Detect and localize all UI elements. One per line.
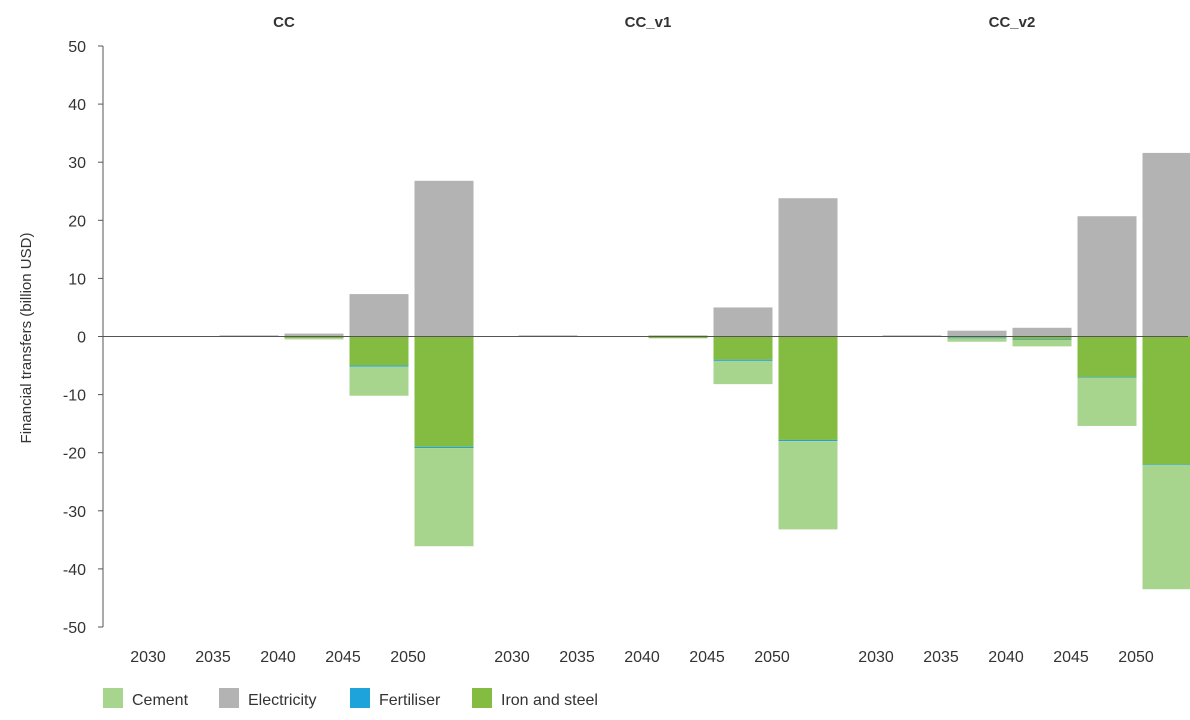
bar-segment-electricity <box>349 294 409 337</box>
y-tick-label: -20 <box>63 446 86 463</box>
bar-segment-iron-and-steel <box>284 336 344 339</box>
bar-segment-cement <box>713 360 773 385</box>
bar-segment-fertiliser <box>947 337 1007 339</box>
bar-segment-cement <box>414 448 474 547</box>
panel-title: CC_v2 <box>989 14 1036 31</box>
x-tick-label: 2030 <box>858 649 894 666</box>
x-tick-label: 2035 <box>923 649 959 666</box>
panel-title: CC <box>273 14 295 31</box>
bar-segment-electricity <box>414 180 474 337</box>
bar-segment-fertiliser <box>1142 464 1190 466</box>
bar-segment-electricity <box>284 333 344 337</box>
y-tick-label: 40 <box>68 97 86 114</box>
x-tick-label: 2040 <box>624 649 660 666</box>
bar-segment-fertiliser <box>414 446 474 449</box>
panel-titles: CC CC_v1 CC_v2 <box>273 14 1035 31</box>
x-tick-label: 2050 <box>754 649 790 666</box>
bar-segment-electricity <box>778 198 838 337</box>
x-tick-label: 2045 <box>689 649 725 666</box>
bar-segment-cement <box>1012 339 1072 347</box>
y-tick-label: -30 <box>63 504 86 521</box>
bars <box>219 152 1190 590</box>
bar-segment-electricity <box>648 335 708 337</box>
y-tick-label: -40 <box>63 562 86 579</box>
x-tick-label: 2030 <box>130 649 166 666</box>
bar-segment-cement <box>1142 464 1190 590</box>
x-tick-label: 2045 <box>1053 649 1089 666</box>
bar-segment-electricity <box>1142 152 1190 337</box>
bar-segment-electricity <box>947 330 1007 337</box>
y-axis: 50 40 30 20 10 0 -10 -20 -30 -40 -50 <box>63 39 104 637</box>
bar-segment-fertiliser <box>1077 377 1137 378</box>
x-axis: 2030 2035 2040 2045 2050 2030 2035 2040 2045 2050… <box>130 649 1154 666</box>
bar-segment-electricity <box>518 335 578 337</box>
bar-segment-electricity <box>1077 216 1137 337</box>
bar-segment-iron-and-steel <box>947 336 1007 338</box>
legend-swatch <box>219 688 239 708</box>
legend-label: Electricity <box>248 692 316 709</box>
bar-segment-electricity <box>219 335 279 337</box>
y-tick-label: 0 <box>77 330 86 347</box>
x-tick-label: 2040 <box>988 649 1024 666</box>
legend: Cement Electricity Fertiliser Iron and stee… <box>103 688 598 709</box>
x-tick-label: 2035 <box>559 649 595 666</box>
bar-segment-fertiliser <box>713 359 773 361</box>
bar-segment-iron-and-steel <box>778 336 838 440</box>
bar-segment-fertiliser <box>1012 339 1072 341</box>
x-tick-label: 2045 <box>325 649 361 666</box>
bar-segment-cement <box>284 338 344 340</box>
bar-segment-iron-and-steel <box>349 336 409 366</box>
y-tick-label: -10 <box>63 388 86 405</box>
bar-segment-cement <box>1077 377 1137 426</box>
legend-swatch <box>103 688 123 708</box>
x-tick-label: 2030 <box>494 649 530 666</box>
legend-swatch <box>350 688 370 708</box>
bar-segment-iron-and-steel <box>648 336 708 339</box>
bar-segment-electricity <box>882 335 942 337</box>
bar-segment-fertiliser <box>349 365 409 367</box>
legend-label: Cement <box>132 692 189 709</box>
legend-label: Iron and steel <box>501 692 598 709</box>
x-tick-label: 2050 <box>1118 649 1154 666</box>
bar-segment-cement <box>947 338 1007 342</box>
bar-segment-electricity <box>713 307 773 337</box>
bar-segment-iron-and-steel <box>414 336 474 447</box>
bar-segment-iron-and-steel <box>1012 336 1072 340</box>
x-tick-label: 2050 <box>390 649 426 666</box>
bar-segment-cement <box>778 441 838 530</box>
bar-segment-iron-and-steel <box>1142 336 1190 465</box>
bar-segment-iron-and-steel <box>713 336 773 360</box>
bar-segment-fertiliser <box>778 439 838 442</box>
y-tick-label: 10 <box>68 271 86 288</box>
y-tick-label: 50 <box>68 39 86 56</box>
bar-segment-iron-and-steel <box>1077 336 1137 378</box>
x-tick-label: 2035 <box>195 649 231 666</box>
y-tick-label: -50 <box>63 620 86 637</box>
y-axis-title: Financial transfers (billion USD) <box>18 233 35 444</box>
legend-swatch <box>472 688 492 708</box>
x-tick-label: 2040 <box>260 649 296 666</box>
panel-title: CC_v1 <box>625 14 672 31</box>
bar-segment-cement <box>349 366 409 396</box>
legend-label: Fertiliser <box>379 692 441 709</box>
y-tick-label: 30 <box>68 155 86 172</box>
y-tick-label: 20 <box>68 213 86 230</box>
bar-segment-electricity <box>1012 327 1072 337</box>
